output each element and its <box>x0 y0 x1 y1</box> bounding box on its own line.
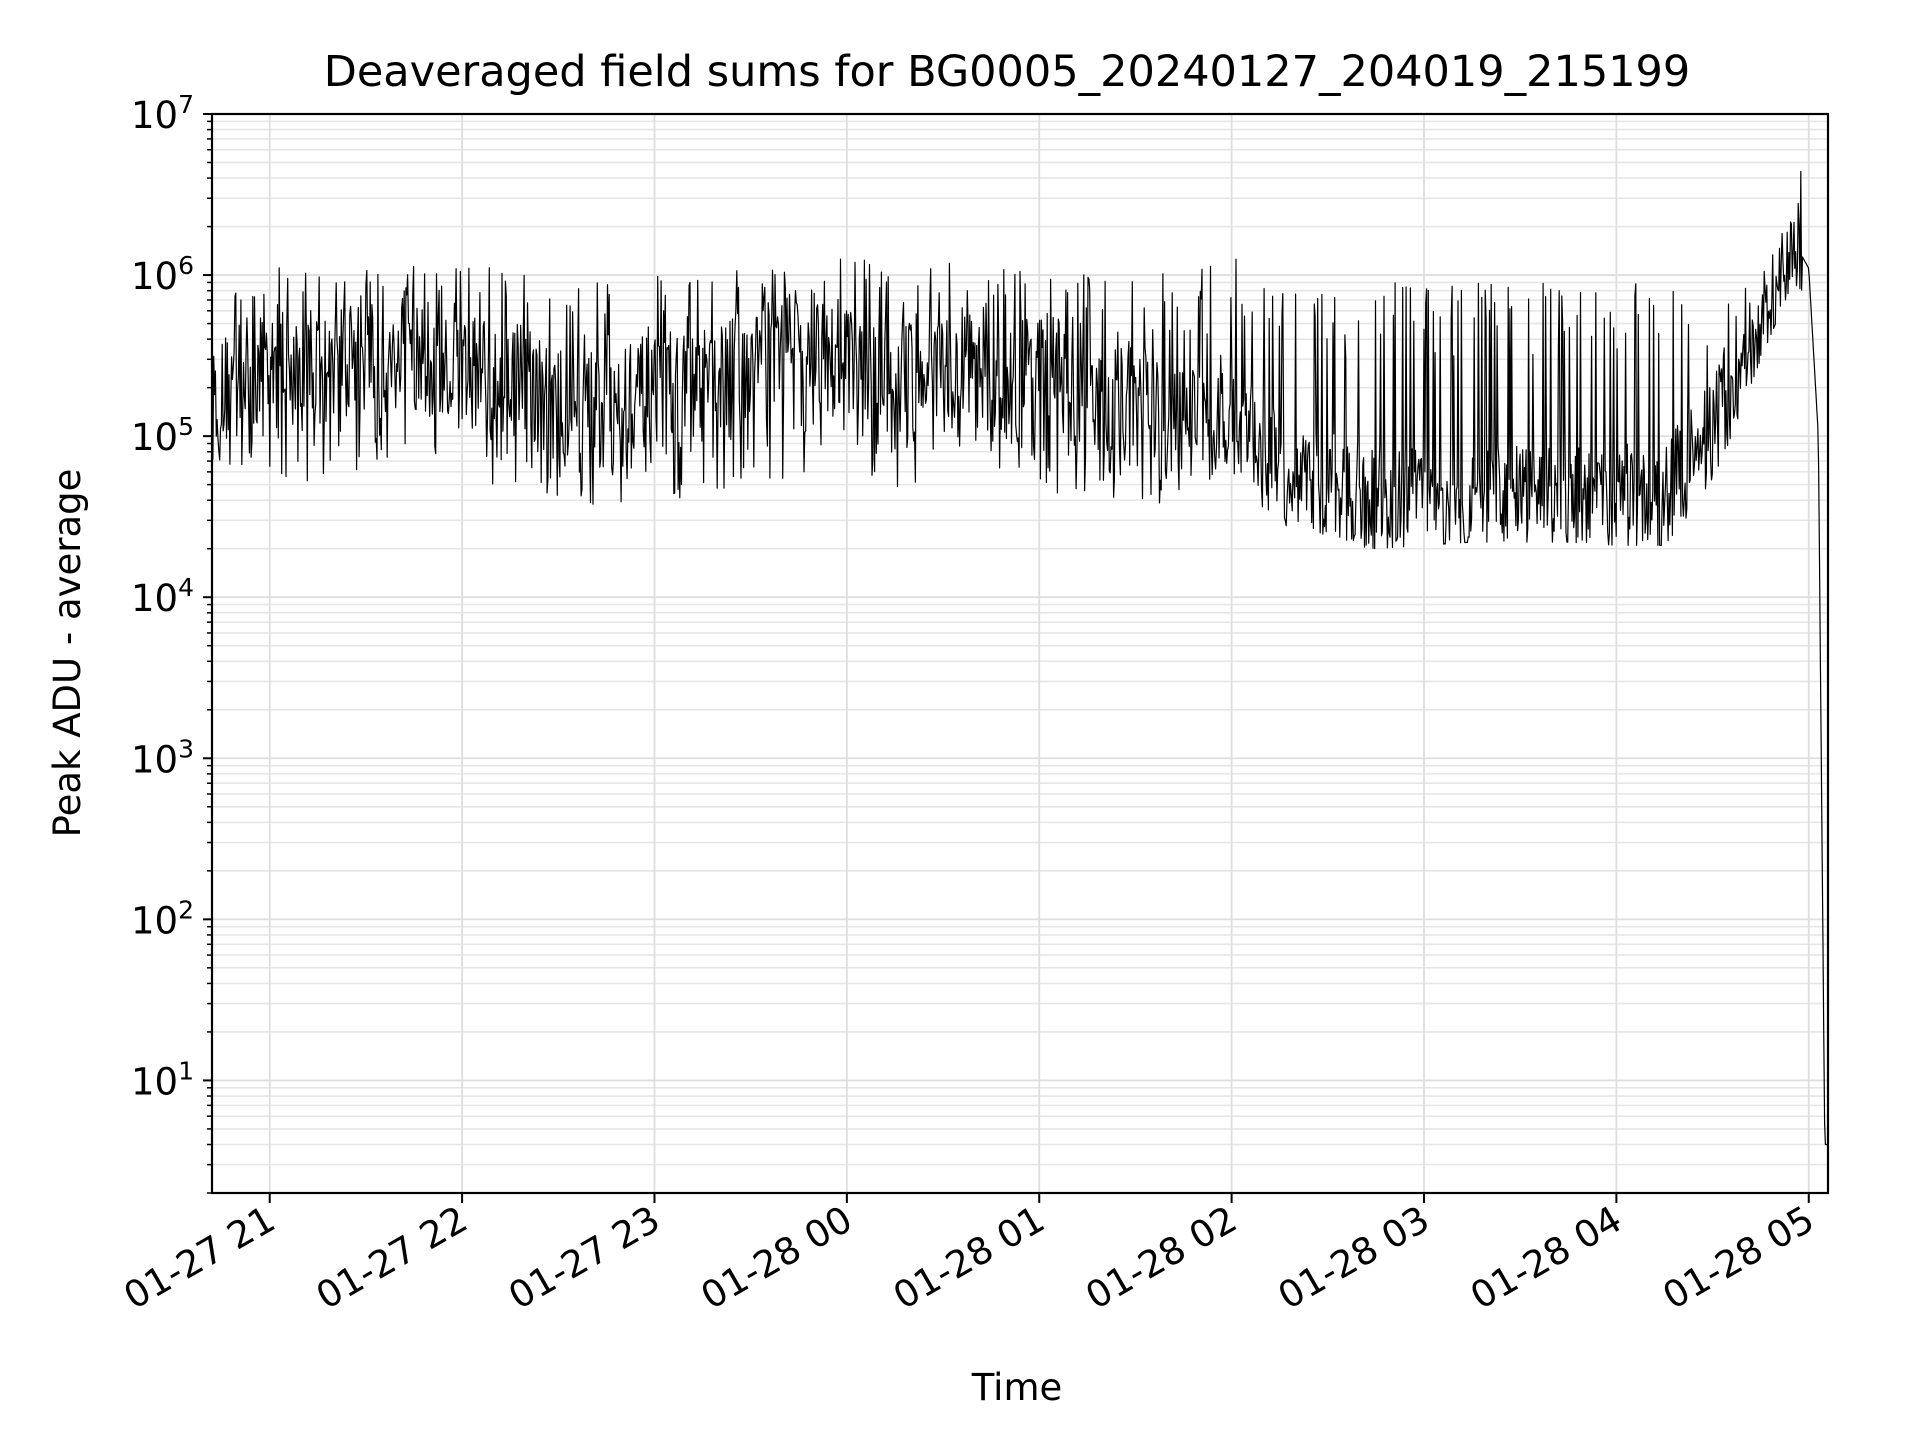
chart-title: Deaveraged field sums for BG0005_2024012… <box>324 47 1691 97</box>
y-tick-label: 107 <box>131 90 194 137</box>
x-axis-label: Time <box>971 1366 1063 1409</box>
series-line <box>211 170 1828 1146</box>
series-layer <box>211 170 1828 1146</box>
y-axis-label: Peak ADU - average <box>46 469 89 838</box>
plot-frame <box>210 112 1830 1195</box>
y-tick-label: 105 <box>131 412 194 459</box>
y-tick-label: 101 <box>131 1056 194 1103</box>
y-tick-label: 103 <box>131 734 194 781</box>
y-tick-label: 102 <box>131 895 194 942</box>
y-tick-label: 106 <box>131 251 194 298</box>
y-tick-label: 104 <box>131 573 194 620</box>
